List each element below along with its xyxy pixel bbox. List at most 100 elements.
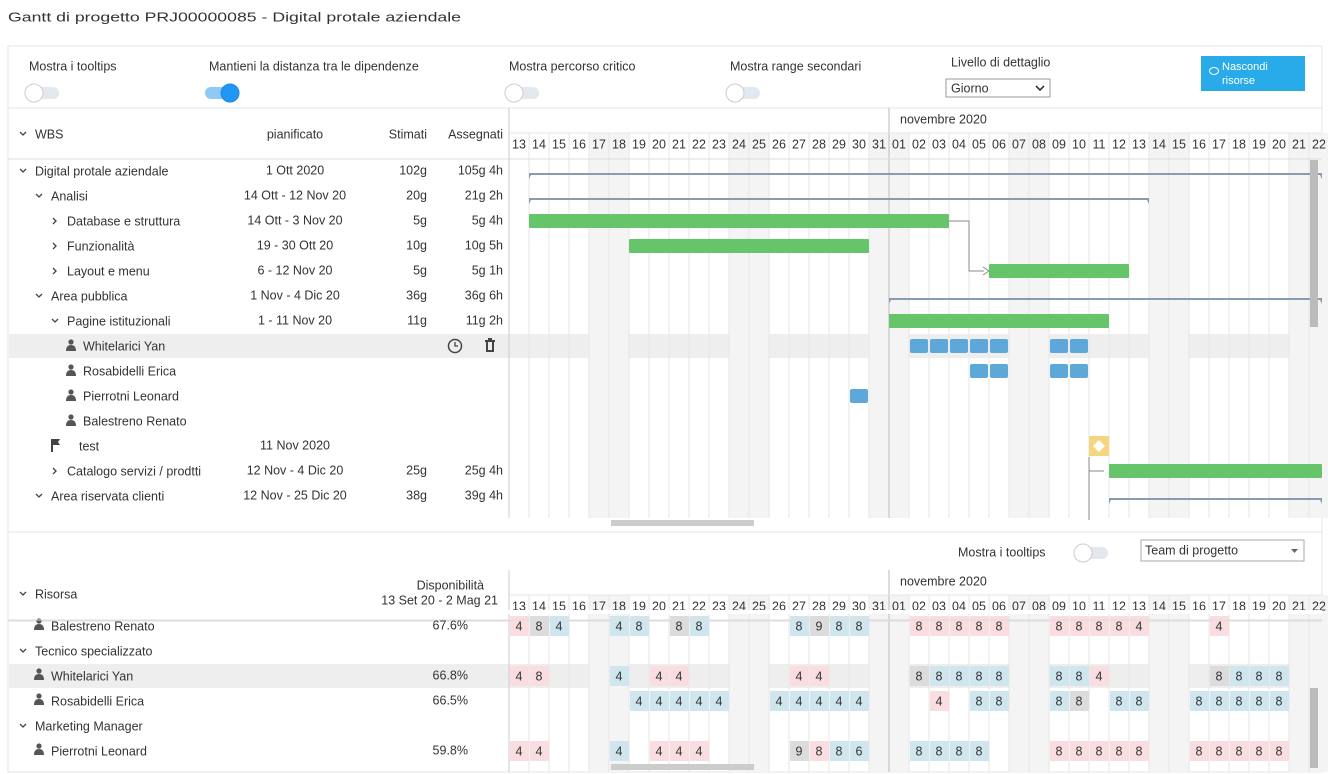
clock-icon[interactable] (447, 338, 463, 354)
day-label: 10 (1072, 599, 1086, 613)
estimated: 25g (406, 463, 427, 477)
person-icon (36, 693, 42, 699)
load-cell (810, 741, 829, 761)
row-name[interactable]: Funzionalità (67, 239, 134, 253)
weekend-bg (1169, 133, 1189, 518)
row-toggle[interactable] (35, 293, 43, 298)
resource-name: Pierrotni Leonard (51, 744, 147, 758)
resource-block[interactable] (990, 364, 1008, 378)
weekend-bg (869, 133, 889, 518)
resource-block[interactable] (1050, 364, 1068, 378)
wbs-collapse[interactable] (19, 131, 27, 136)
load-value: 8 (816, 744, 823, 758)
resource-block[interactable] (950, 339, 968, 353)
row-toggle[interactable] (51, 318, 59, 323)
resource-block[interactable] (1070, 364, 1088, 378)
day-label: 09 (1052, 599, 1066, 613)
day-label: 22 (692, 137, 706, 151)
load-value: 8 (536, 669, 543, 683)
toggle-knob[interactable] (725, 83, 745, 103)
resource-block[interactable] (970, 364, 988, 378)
day-label: 22 (1312, 599, 1326, 613)
assigned: 21g 2h (465, 188, 503, 202)
planned: 12 Nov - 4 Dic 20 (247, 463, 344, 477)
day-label: 05 (972, 137, 986, 151)
summary-bar (889, 298, 1322, 304)
resource-block[interactable] (930, 339, 948, 353)
load-cell (670, 616, 689, 636)
load-value: 4 (656, 694, 663, 708)
toggle-label: Mantieni la distanza tra le dipendenze (209, 59, 419, 73)
row-toggle[interactable] (52, 267, 57, 275)
row-name[interactable]: Analisi (51, 189, 88, 203)
row-name[interactable]: Database e struttura (67, 214, 180, 228)
toggle-knob[interactable] (220, 83, 240, 103)
toggle-knob[interactable] (24, 83, 44, 103)
row-toggle[interactable] (35, 193, 43, 198)
resource-block[interactable] (910, 339, 928, 353)
trash-icon[interactable] (485, 338, 495, 352)
group-toggle[interactable] (19, 723, 27, 728)
resource-name[interactable]: Marketing Manager (35, 719, 143, 733)
resource-block[interactable] (1050, 339, 1068, 353)
load-value: 8 (1076, 619, 1083, 633)
row-toggle[interactable] (19, 168, 27, 173)
task-bar[interactable] (529, 214, 949, 228)
row-toggle[interactable] (52, 467, 57, 475)
load-cell (1190, 691, 1209, 711)
day-label: 16 (572, 137, 586, 151)
column-header: Risorsa (35, 587, 77, 601)
row-name[interactable]: Layout e menu (67, 264, 150, 278)
team-select[interactable] (1140, 539, 1305, 562)
load-cell (1050, 616, 1069, 636)
day-label: 27 (792, 137, 806, 151)
load-value: 8 (1076, 694, 1083, 708)
row-toggle[interactable] (35, 493, 43, 498)
load-value: 8 (1256, 744, 1263, 758)
row-name[interactable]: Area pubblica (51, 289, 127, 303)
toggle-knob[interactable] (504, 83, 524, 103)
row-toggle[interactable] (52, 217, 57, 225)
resource-block[interactable] (970, 339, 988, 353)
day-label: 24 (732, 599, 746, 613)
row-name[interactable]: Catalogo servizi / prodtti (67, 464, 201, 478)
task-bar[interactable] (1109, 464, 1322, 478)
detail-select[interactable] (945, 78, 1051, 98)
hide-resources-button[interactable]: Nascondi risorse (1201, 56, 1305, 91)
weekend-bg (589, 595, 609, 772)
row-toggle[interactable] (52, 242, 57, 250)
task-bar[interactable] (889, 314, 1109, 328)
load-cell (1050, 691, 1069, 711)
resource-name[interactable]: Tecnico specializzato (35, 644, 152, 658)
load-value: 6 (856, 744, 863, 758)
group-toggle[interactable] (19, 648, 27, 653)
day-label: 03 (932, 599, 946, 613)
load-value: 4 (796, 694, 803, 708)
task-bar[interactable] (629, 239, 869, 253)
day-label: 14 (1152, 599, 1166, 613)
load-value: 8 (956, 619, 963, 633)
row-name[interactable]: Pagine istituzionali (67, 314, 171, 328)
task-bar[interactable] (989, 264, 1129, 278)
resource-block[interactable] (850, 389, 868, 403)
load-value: 8 (1276, 744, 1283, 758)
load-cell (970, 616, 989, 636)
day-label: 12 (1112, 137, 1126, 151)
tooltip-toggle-knob[interactable] (1073, 543, 1093, 563)
planned: 1 Ott 2020 (266, 163, 324, 177)
resource-block[interactable] (1070, 339, 1088, 353)
load-cell (810, 666, 829, 686)
day-label: 21 (672, 599, 686, 613)
row-name[interactable]: Digital protale aziendale (35, 164, 168, 178)
day-label: 27 (792, 599, 806, 613)
assigned: 5g 1h (472, 263, 503, 277)
weekend-bg (609, 133, 629, 518)
day-label: 04 (952, 137, 966, 151)
resource-collapse[interactable] (19, 591, 27, 596)
row-name[interactable]: Area riservata clienti (51, 489, 164, 503)
load-value: 4 (676, 744, 683, 758)
resource-block[interactable] (990, 339, 1008, 353)
day-label: 17 (592, 599, 606, 613)
load-value: 9 (816, 619, 823, 633)
